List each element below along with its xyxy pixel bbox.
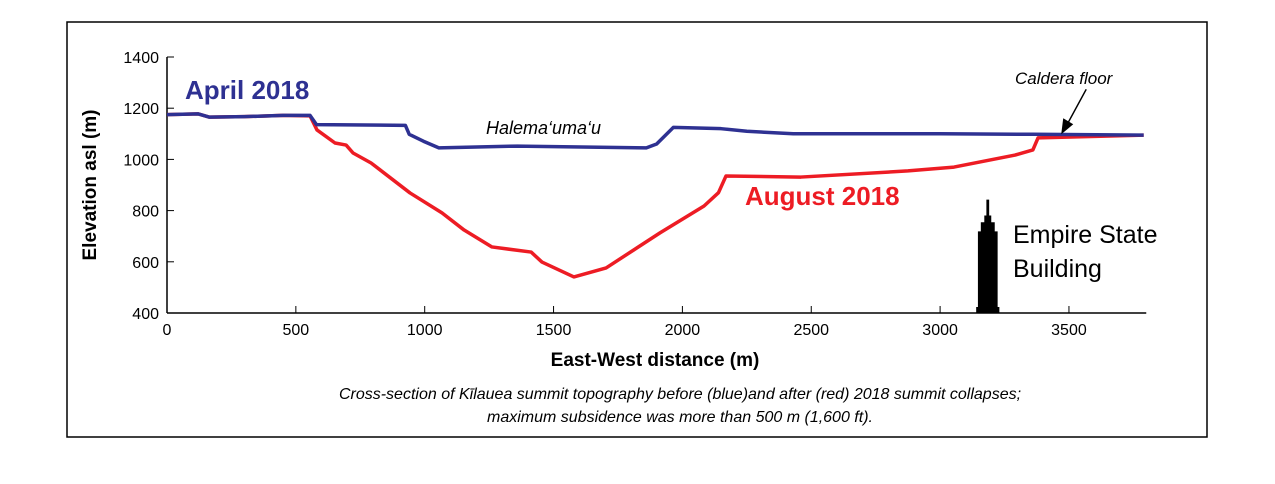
series-line-april (166, 112, 1144, 150)
caption-line-2: maximum subsidence was more than 500 m (… (487, 409, 873, 426)
arrow-head-icon (1061, 118, 1074, 135)
y-tick-label: 1400 (123, 50, 159, 67)
x-tick-label: 3000 (922, 322, 958, 339)
x-tick-label: 1000 (407, 322, 443, 339)
x-tick-label: 1500 (536, 322, 572, 339)
building-label-2: Building (1013, 255, 1102, 283)
building-label-1: Empire State (1013, 221, 1158, 249)
caldera-arrow (1066, 88, 1087, 125)
y-axis-label: Elevation asl (m) (80, 110, 101, 261)
x-tick-label: 0 (163, 322, 172, 339)
caption-line-1: Cross-section of Kīlauea summit topograp… (339, 386, 1021, 403)
x-tick-label: 3500 (1051, 322, 1087, 339)
y-tick-label: 600 (132, 255, 159, 272)
empire-state-building-icon (976, 199, 1000, 313)
legend-august: August 2018 (745, 181, 900, 211)
y-tick-label: 800 (132, 204, 159, 221)
y-tick-label: 1000 (123, 152, 159, 169)
legend-april: April 2018 (185, 75, 309, 105)
x-axis-label: East-West distance (m) (551, 350, 760, 371)
x-tick-label: 2500 (793, 322, 829, 339)
crater-label: Halema‘uma‘u (486, 118, 601, 138)
x-tick-label: 2000 (665, 322, 701, 339)
x-tick-label: 500 (282, 322, 309, 339)
y-tick-label: 1200 (123, 101, 159, 118)
y-tick-label: 400 (132, 306, 159, 323)
figure-frame (66, 21, 1208, 438)
caldera-label: Caldera floor (1015, 69, 1114, 88)
